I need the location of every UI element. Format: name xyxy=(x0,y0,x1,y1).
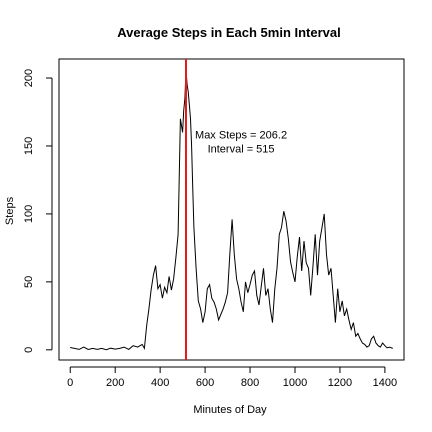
x-tick-label: 200 xyxy=(106,377,124,389)
chart-title: Average Steps in Each 5min Interval xyxy=(117,25,341,40)
x-axis: 0 200 400 600 800 1000 1200 1400 xyxy=(67,366,397,389)
x-tick-label: 400 xyxy=(151,377,169,389)
x-tick-label: 800 xyxy=(241,377,259,389)
x-tick-label: 0 xyxy=(67,377,73,389)
y-axis: 0 50 100 150 200 xyxy=(23,69,53,353)
annotation-max-steps: Max Steps = 206.2 xyxy=(195,130,287,142)
annotation-interval: Interval = 515 xyxy=(208,144,275,156)
y-tick-label: 0 xyxy=(23,347,35,353)
x-tick-label: 1200 xyxy=(328,377,352,389)
y-tick-label: 150 xyxy=(23,137,35,155)
x-tick-label: 600 xyxy=(196,377,214,389)
y-tick-label: 100 xyxy=(23,205,35,223)
y-tick-label: 50 xyxy=(23,276,35,288)
plot-box xyxy=(58,58,405,361)
x-axis-label: Minutes of Day xyxy=(193,404,267,416)
x-tick-label: 1000 xyxy=(283,377,307,389)
y-tick-label: 200 xyxy=(23,69,35,87)
y-axis-label: Steps xyxy=(4,196,16,225)
x-tick-label: 1400 xyxy=(373,377,397,389)
series-line-steps xyxy=(70,69,393,351)
